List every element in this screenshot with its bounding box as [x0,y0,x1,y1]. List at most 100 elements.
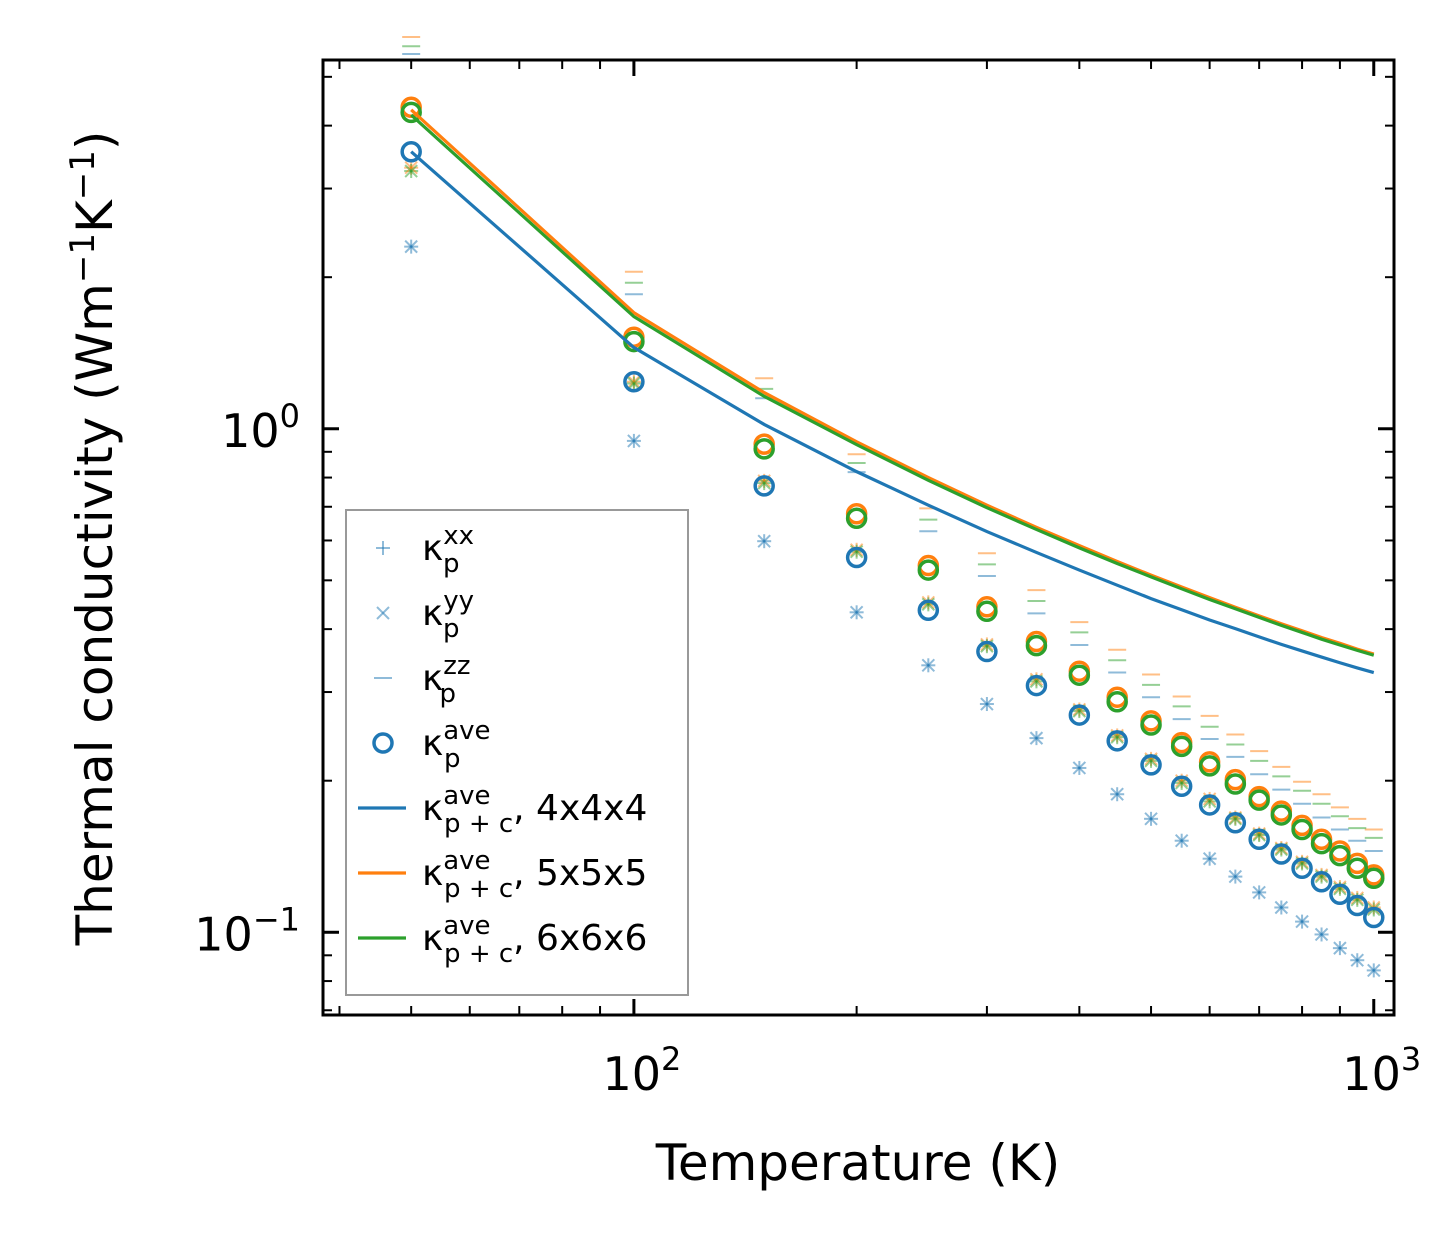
data-point-kp-yy-4x4x4-12 [1228,869,1243,884]
y-axis-label-mid: K [66,199,124,233]
data-point-kp-ave-6x6x6-18 [1346,857,1369,880]
data-point-kp-ave-6x6x6-14 [1270,804,1293,826]
data-point-kp-ave-4x4x4-1-ring [623,370,645,393]
data-point-kp-yy-4x4x4-1 [627,434,641,448]
data-point-kp-ave-6x6x6-15-ring [1291,818,1313,841]
legend-marker-1 [376,606,390,620]
series-kp-c-ave-6x6x6 [410,113,1375,657]
data-point-kp-yy-5x5x5-1-d2 [627,375,641,389]
data-point-kp-ave-4x4x4-17 [1329,883,1351,905]
data-point-kp-yy-4x4x4-3-d2 [849,605,864,620]
data-point-kp-ave-4x4x4-19 [1363,906,1385,929]
data-point-kp-yy-5x5x5-11 [1202,792,1217,806]
data-point-kp-yy-5x5x5-15 [1295,855,1309,869]
data-point-kp-ave-4x4x4-8 [1106,730,1128,752]
series-kp-c-ave-4x4x4 [410,150,1375,675]
series-line-kp-c-ave-4x4x4 [410,150,1375,675]
data-point-kp-ave-6x6x6-13 [1248,789,1270,811]
legend-label-4-sub: p + c [444,809,513,839]
data-point-kp-yy-4x4x4-19 [1367,963,1381,978]
legend-entry-4: κave p + c, 4x4x4 [358,781,647,839]
x-tick-label-1-base: 10 [1342,1047,1401,1101]
data-point-kp-ave-6x6x6-10 [1170,735,1193,758]
data-point-kp-yy-4x4x4-7-d2 [1072,761,1087,775]
data-point-kp-yy-4x4x4-10-d2 [1174,834,1189,848]
data-point-kp-yy-4x4x4-6 [1029,731,1044,745]
legend-label-3-sym: κ [422,723,443,764]
data-point-kp-ave-6x6x6-13-ring [1248,789,1270,811]
legend-label-2-sup: zz [443,651,470,681]
legend-label-3: κave p [422,716,491,774]
legend-label-0-sym: κ [422,528,443,569]
data-point-kp-yy-4x4x4-8 [1110,787,1124,801]
legend-label-6-suffix: , 6x6x6 [513,918,647,959]
series-kp-c-ave-5x5x5 [410,108,1375,656]
y-tick-label-0-exp: 0 [280,397,300,435]
legend-label-4: κave p + c, 4x4x4 [422,781,647,839]
data-point-kp-ave-6x6x6-2-ring [753,438,775,460]
data-point-kp-yy-4x4x4-18 [1350,953,1364,967]
legend-label-2-sub: p [440,679,457,709]
data-point-kp-yy-5x5x5-14 [1274,841,1289,855]
legend-label-5-sub: p + c [444,874,513,904]
data-point-kp-yy-4x4x4-11-d2 [1202,851,1217,866]
data-point-kp-ave-6x6x6-3 [845,507,868,530]
legend-label-4-sup: ave [443,781,490,811]
data-point-kp-yy-4x4x4-9-d2 [1144,812,1158,826]
data-point-kp-yy-5x5x5-1 [627,375,641,389]
data-point-kp-ave-4x4x4-2 [753,475,775,497]
data-point-kp-yy-6x6x6-1 [627,376,641,391]
legend-entry-5: κave p + c, 5x5x5 [358,846,647,904]
data-point-kp-ave-4x4x4-12 [1224,812,1247,834]
data-point-kp-yy-5x5x5-6 [1029,672,1044,687]
data-point-kp-ave-4x4x4-11-ring [1198,794,1221,816]
x-axis-label: Temperature (K) [655,1134,1060,1192]
data-point-kp-ave-4x4x4-0-ring [400,140,422,163]
legend-box [345,509,689,996]
data-point-kp-ave-6x6x6-9-ring [1140,714,1162,736]
x-tick-label-1: 103 [1342,1040,1421,1101]
y-tick-label-1-base: 10 [194,907,253,961]
legend-label-6-sup: ave [443,911,490,941]
data-point-kp-ave-4x4x4-12-ring [1224,812,1247,834]
data-point-kp-ave-6x6x6-7-ring [1068,664,1091,686]
data-point-kp-yy-4x4x4-14-d2 [1274,900,1289,915]
data-point-kp-ave-4x4x4-4 [917,599,940,622]
legend-label-1: κyy p [422,586,474,644]
data-point-kp-ave-4x4x4-0 [400,140,422,163]
legend-label-0-sup: xx [443,521,474,551]
data-point-kp-ave-6x6x6-0-ring [400,101,422,124]
data-point-kp-yy-4x4x4-8-d2 [1110,787,1124,801]
y-tick-label-1-exp: −1 [253,900,300,938]
data-point-kp-ave-4x4x4-11 [1198,794,1221,816]
legend-label-6: κave p + c, 6x6x6 [422,911,647,969]
data-point-kp-ave-4x4x4-6-ring [1025,674,1048,697]
data-point-kp-ave-4x4x4-7 [1068,704,1091,726]
data-point-kp-ave-4x4x4-18 [1346,894,1369,917]
legend-label-5-sym: κ [422,853,443,894]
data-point-kp-ave-4x4x4-15-ring [1291,857,1313,880]
data-point-kp-ave-6x6x6-17 [1329,844,1351,867]
data-point-kp-ave-6x6x6-18-ring [1346,857,1369,880]
data-point-kp-yy-4x4x4-0 [404,239,418,254]
legend-label-1-sup: yy [443,586,474,616]
data-point-kp-yy-5x5x5-16 [1314,868,1329,882]
legend-marker-3 [372,732,394,754]
data-point-kp-yy-6x6x6-1-d2 [627,376,641,391]
data-point-kp-yy-6x6x6-0 [404,164,418,178]
legend-marker-1-d2 [376,606,390,620]
data-point-kp-yy-4x4x4-0-d2 [404,239,418,254]
data-point-kp-yy-5x5x5-0-d2 [404,160,418,175]
data-point-kp-ave-6x6x6-12 [1224,773,1247,795]
data-point-kp-yy-5x5x5-17 [1333,880,1347,894]
data-point-kp-ave-6x6x6-19-ring [1363,867,1385,890]
data-point-kp-ave-6x6x6-6-ring [1025,634,1048,657]
data-point-kp-yy-4x4x4-2-d2 [757,534,771,548]
data-point-kp-ave-4x4x4-17-ring [1329,883,1351,905]
series-kp-zz-5x5x5 [402,35,1383,831]
data-point-kp-yy-4x4x4-9 [1144,812,1158,826]
data-point-kp-ave-4x4x4-5-ring [976,640,998,663]
y-axis-label-exp1: −1 [63,233,103,283]
